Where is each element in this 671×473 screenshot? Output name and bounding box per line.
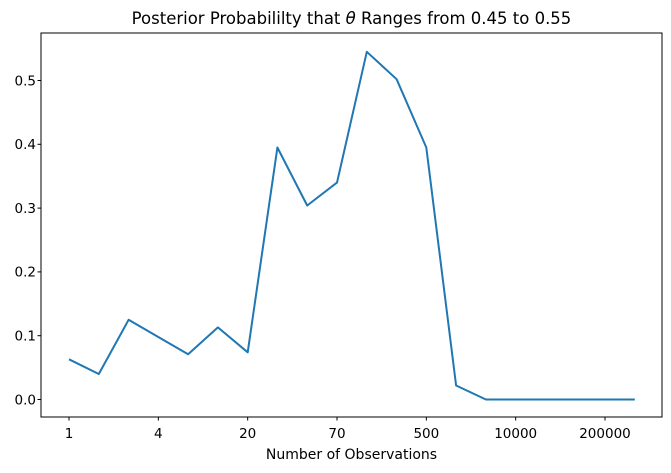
chart-title-part1: Posterior Probabililty that [132,9,346,28]
x-tick-label: 1 [65,426,74,442]
chart-title-part2: Ranges from 0.45 to 0.55 [356,9,572,28]
x-axis-label: Number of Observations [266,447,437,463]
ticks-layer: 1 4 20 70 500 10000 200000 0.0 0.1 0.2 0.3 0.4 0.5 [15,73,631,442]
y-tick-label: 0.5 [15,73,36,89]
x-tick-label: 500 [413,426,439,442]
y-tick-label: 0.2 [15,265,36,281]
y-tick-label: 0.4 [15,137,36,153]
x-tick-label: 10000 [494,426,537,442]
y-tick-label: 0.0 [15,392,36,408]
x-tick-label: 4 [154,426,163,442]
data-line-series [68,50,635,401]
axes-box [40,32,663,418]
y-tick-label: 0.3 [15,201,36,217]
x-tick-label: 70 [328,426,345,442]
theta-symbol: θ [346,9,356,28]
x-tick-label: 200000 [579,426,631,442]
chart-title: Posterior Probabililty that θ Ranges fro… [132,9,572,28]
x-tick-label: 20 [239,426,256,442]
y-tick-label: 0.1 [15,329,36,345]
